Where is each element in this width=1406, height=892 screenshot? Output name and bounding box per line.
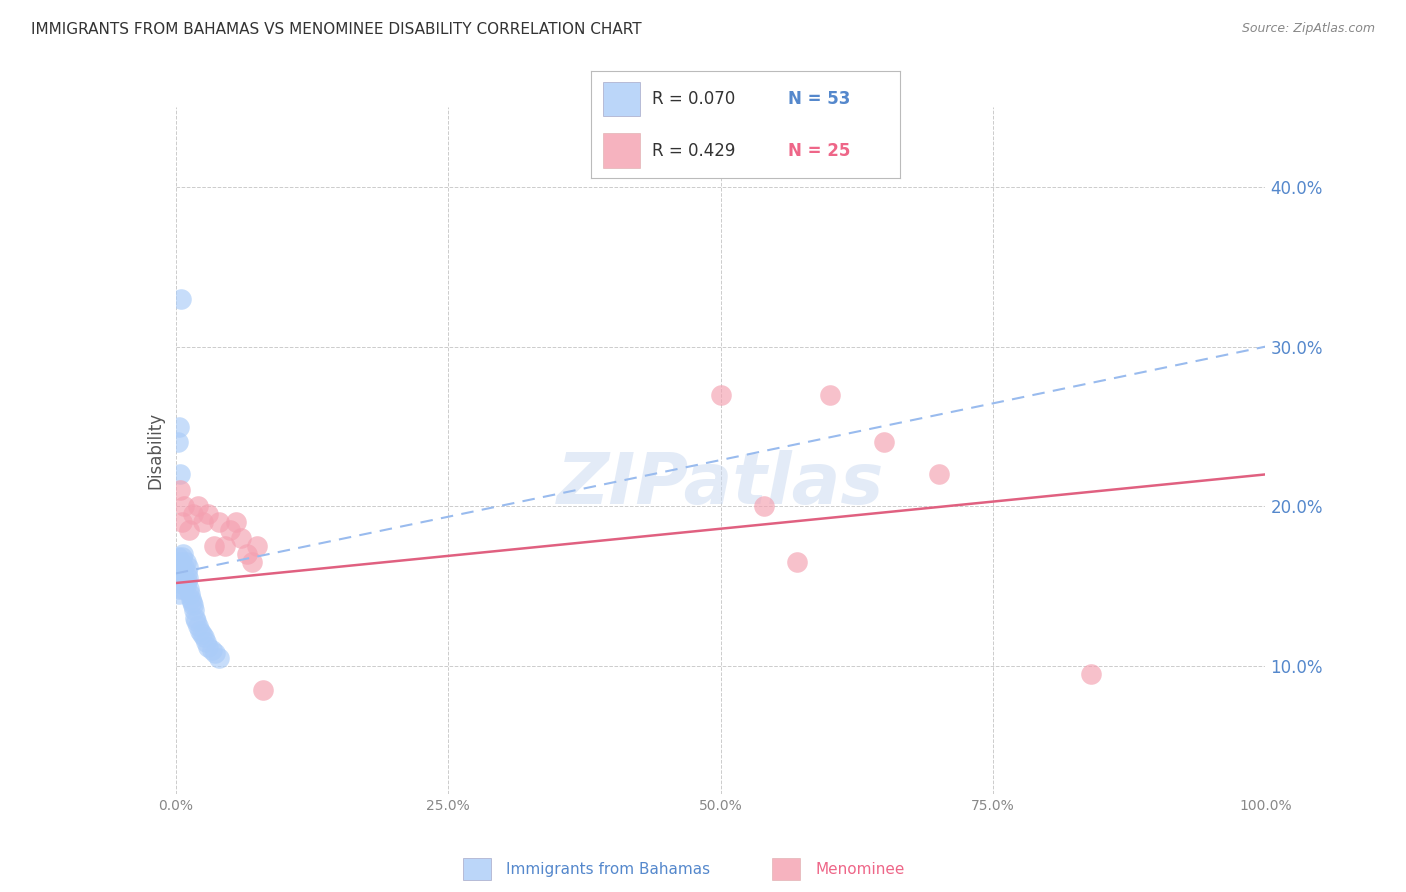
Point <box>181 595 204 609</box>
Point <box>166 555 188 569</box>
Point <box>235 547 257 561</box>
Text: IMMIGRANTS FROM BAHAMAS VS MENOMINEE DISABILITY CORRELATION CHART: IMMIGRANTS FROM BAHAMAS VS MENOMINEE DIS… <box>31 22 641 37</box>
Point <box>928 467 950 482</box>
Point <box>167 566 190 581</box>
Point <box>169 566 191 581</box>
Point <box>176 566 198 581</box>
Point <box>225 516 247 530</box>
Text: R = 0.070: R = 0.070 <box>652 90 735 108</box>
Point <box>174 555 197 569</box>
Point <box>167 571 190 585</box>
Point <box>252 683 274 698</box>
Point <box>169 483 191 498</box>
Point <box>169 467 191 482</box>
Point <box>177 524 200 538</box>
Point <box>172 550 194 565</box>
Point <box>202 539 225 553</box>
Point <box>172 547 194 561</box>
Point <box>167 550 190 565</box>
Point <box>240 555 263 569</box>
Point <box>172 576 194 591</box>
Point <box>710 387 733 401</box>
Point <box>208 651 231 665</box>
Point <box>1080 667 1102 681</box>
Point <box>167 560 190 574</box>
Text: N = 25: N = 25 <box>789 142 851 160</box>
Point <box>172 516 194 530</box>
Point <box>186 615 208 629</box>
Text: Source: ZipAtlas.com: Source: ZipAtlas.com <box>1241 22 1375 36</box>
Point <box>173 571 195 585</box>
Point <box>197 508 219 522</box>
Point <box>873 435 896 450</box>
Point <box>167 419 190 434</box>
Point <box>167 582 190 597</box>
Point <box>166 571 188 585</box>
Bar <box>603 134 640 168</box>
Point <box>181 508 204 522</box>
Point <box>169 576 191 591</box>
Point <box>173 500 195 514</box>
Point <box>166 563 188 577</box>
Point <box>208 516 231 530</box>
Point <box>167 435 190 450</box>
Point <box>181 599 204 613</box>
Point <box>167 563 190 577</box>
Point <box>173 560 195 574</box>
Point <box>184 611 207 625</box>
Point <box>169 558 191 573</box>
Point <box>193 631 215 645</box>
Point <box>214 539 236 553</box>
Point <box>201 643 224 657</box>
Point <box>246 539 269 553</box>
Point <box>170 292 193 306</box>
Point <box>219 524 242 538</box>
Point <box>186 500 209 514</box>
Point <box>180 592 202 607</box>
Point <box>786 555 808 569</box>
Point <box>188 624 211 638</box>
Point <box>174 579 197 593</box>
Point <box>166 566 188 581</box>
Text: ZIPatlas: ZIPatlas <box>557 450 884 519</box>
Point <box>176 574 198 589</box>
Point <box>195 635 218 649</box>
Text: N = 53: N = 53 <box>789 90 851 108</box>
Point <box>197 640 219 654</box>
Point <box>754 500 776 514</box>
Bar <box>603 82 640 116</box>
Point <box>177 582 200 597</box>
Point <box>167 587 190 601</box>
Point <box>166 560 188 574</box>
Point <box>191 627 214 641</box>
Point <box>172 571 194 585</box>
Point <box>170 563 193 577</box>
Point <box>231 531 253 545</box>
Point <box>191 516 214 530</box>
Point <box>170 571 193 585</box>
Text: R = 0.429: R = 0.429 <box>652 142 735 160</box>
Point <box>172 582 194 597</box>
Point <box>818 387 841 401</box>
Text: Immigrants from Bahamas: Immigrants from Bahamas <box>506 863 710 877</box>
Text: Menominee: Menominee <box>815 863 905 877</box>
Point <box>183 603 205 617</box>
Point <box>177 560 200 574</box>
Point <box>170 555 193 569</box>
Point <box>177 571 200 585</box>
Point <box>179 587 201 601</box>
Y-axis label: Disability: Disability <box>146 412 165 489</box>
Point <box>204 646 226 660</box>
Point <box>186 619 209 633</box>
Point <box>167 571 190 585</box>
